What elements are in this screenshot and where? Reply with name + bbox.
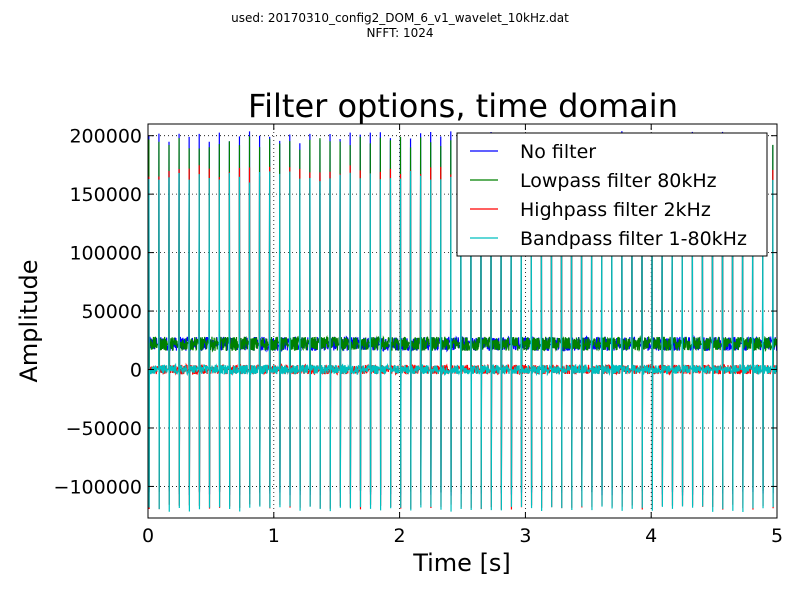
- suptitle-line-1: used: 20170310_config2_DOM_6_v1_wavelet_…: [231, 11, 569, 25]
- y-tick-label: 200000: [69, 126, 142, 148]
- x-tick-label: 1: [268, 525, 280, 547]
- y-tick-labels: 200000 150000 100000 50000 0 −50000 −100000: [54, 126, 142, 499]
- x-tick-labels: 0 1 2 3 4 5: [142, 525, 783, 547]
- legend-label: No filter: [520, 141, 596, 163]
- y-tick-label: 150000: [69, 184, 142, 206]
- y-tick-label: 100000: [69, 243, 142, 265]
- legend-label: Lowpass filter 80kHz: [520, 170, 717, 192]
- x-tick-label: 2: [394, 525, 406, 547]
- x-tick-label: 4: [645, 525, 657, 547]
- suptitle-line-2: NFFT: 1024: [367, 26, 434, 40]
- plot-frame: [147, 123, 778, 519]
- series-line-4: [148, 170, 777, 512]
- legend-label: Bandpass filter 1-80kHz: [520, 228, 747, 250]
- y-axis-label: Amplitude: [15, 260, 43, 383]
- axis-ticks: [147, 124, 778, 518]
- y-tick-label: 50000: [82, 301, 142, 323]
- legend: No filter Lowpass filter 80kHz Highpass fi…: [456, 132, 768, 257]
- x-tick-label: 3: [519, 525, 531, 547]
- legend-box: [456, 132, 768, 257]
- chart-title: Filter options, time domain: [248, 87, 678, 125]
- x-tick-label: 0: [142, 525, 154, 547]
- x-axis-label: Time [s]: [412, 549, 511, 577]
- legend-label: Highpass filter 2kHz: [520, 199, 711, 221]
- x-tick-label: 5: [771, 525, 783, 547]
- y-tick-label: −50000: [66, 418, 142, 440]
- y-tick-label: 0: [130, 360, 142, 382]
- y-tick-label: −100000: [54, 476, 142, 498]
- series-layer: [148, 131, 777, 512]
